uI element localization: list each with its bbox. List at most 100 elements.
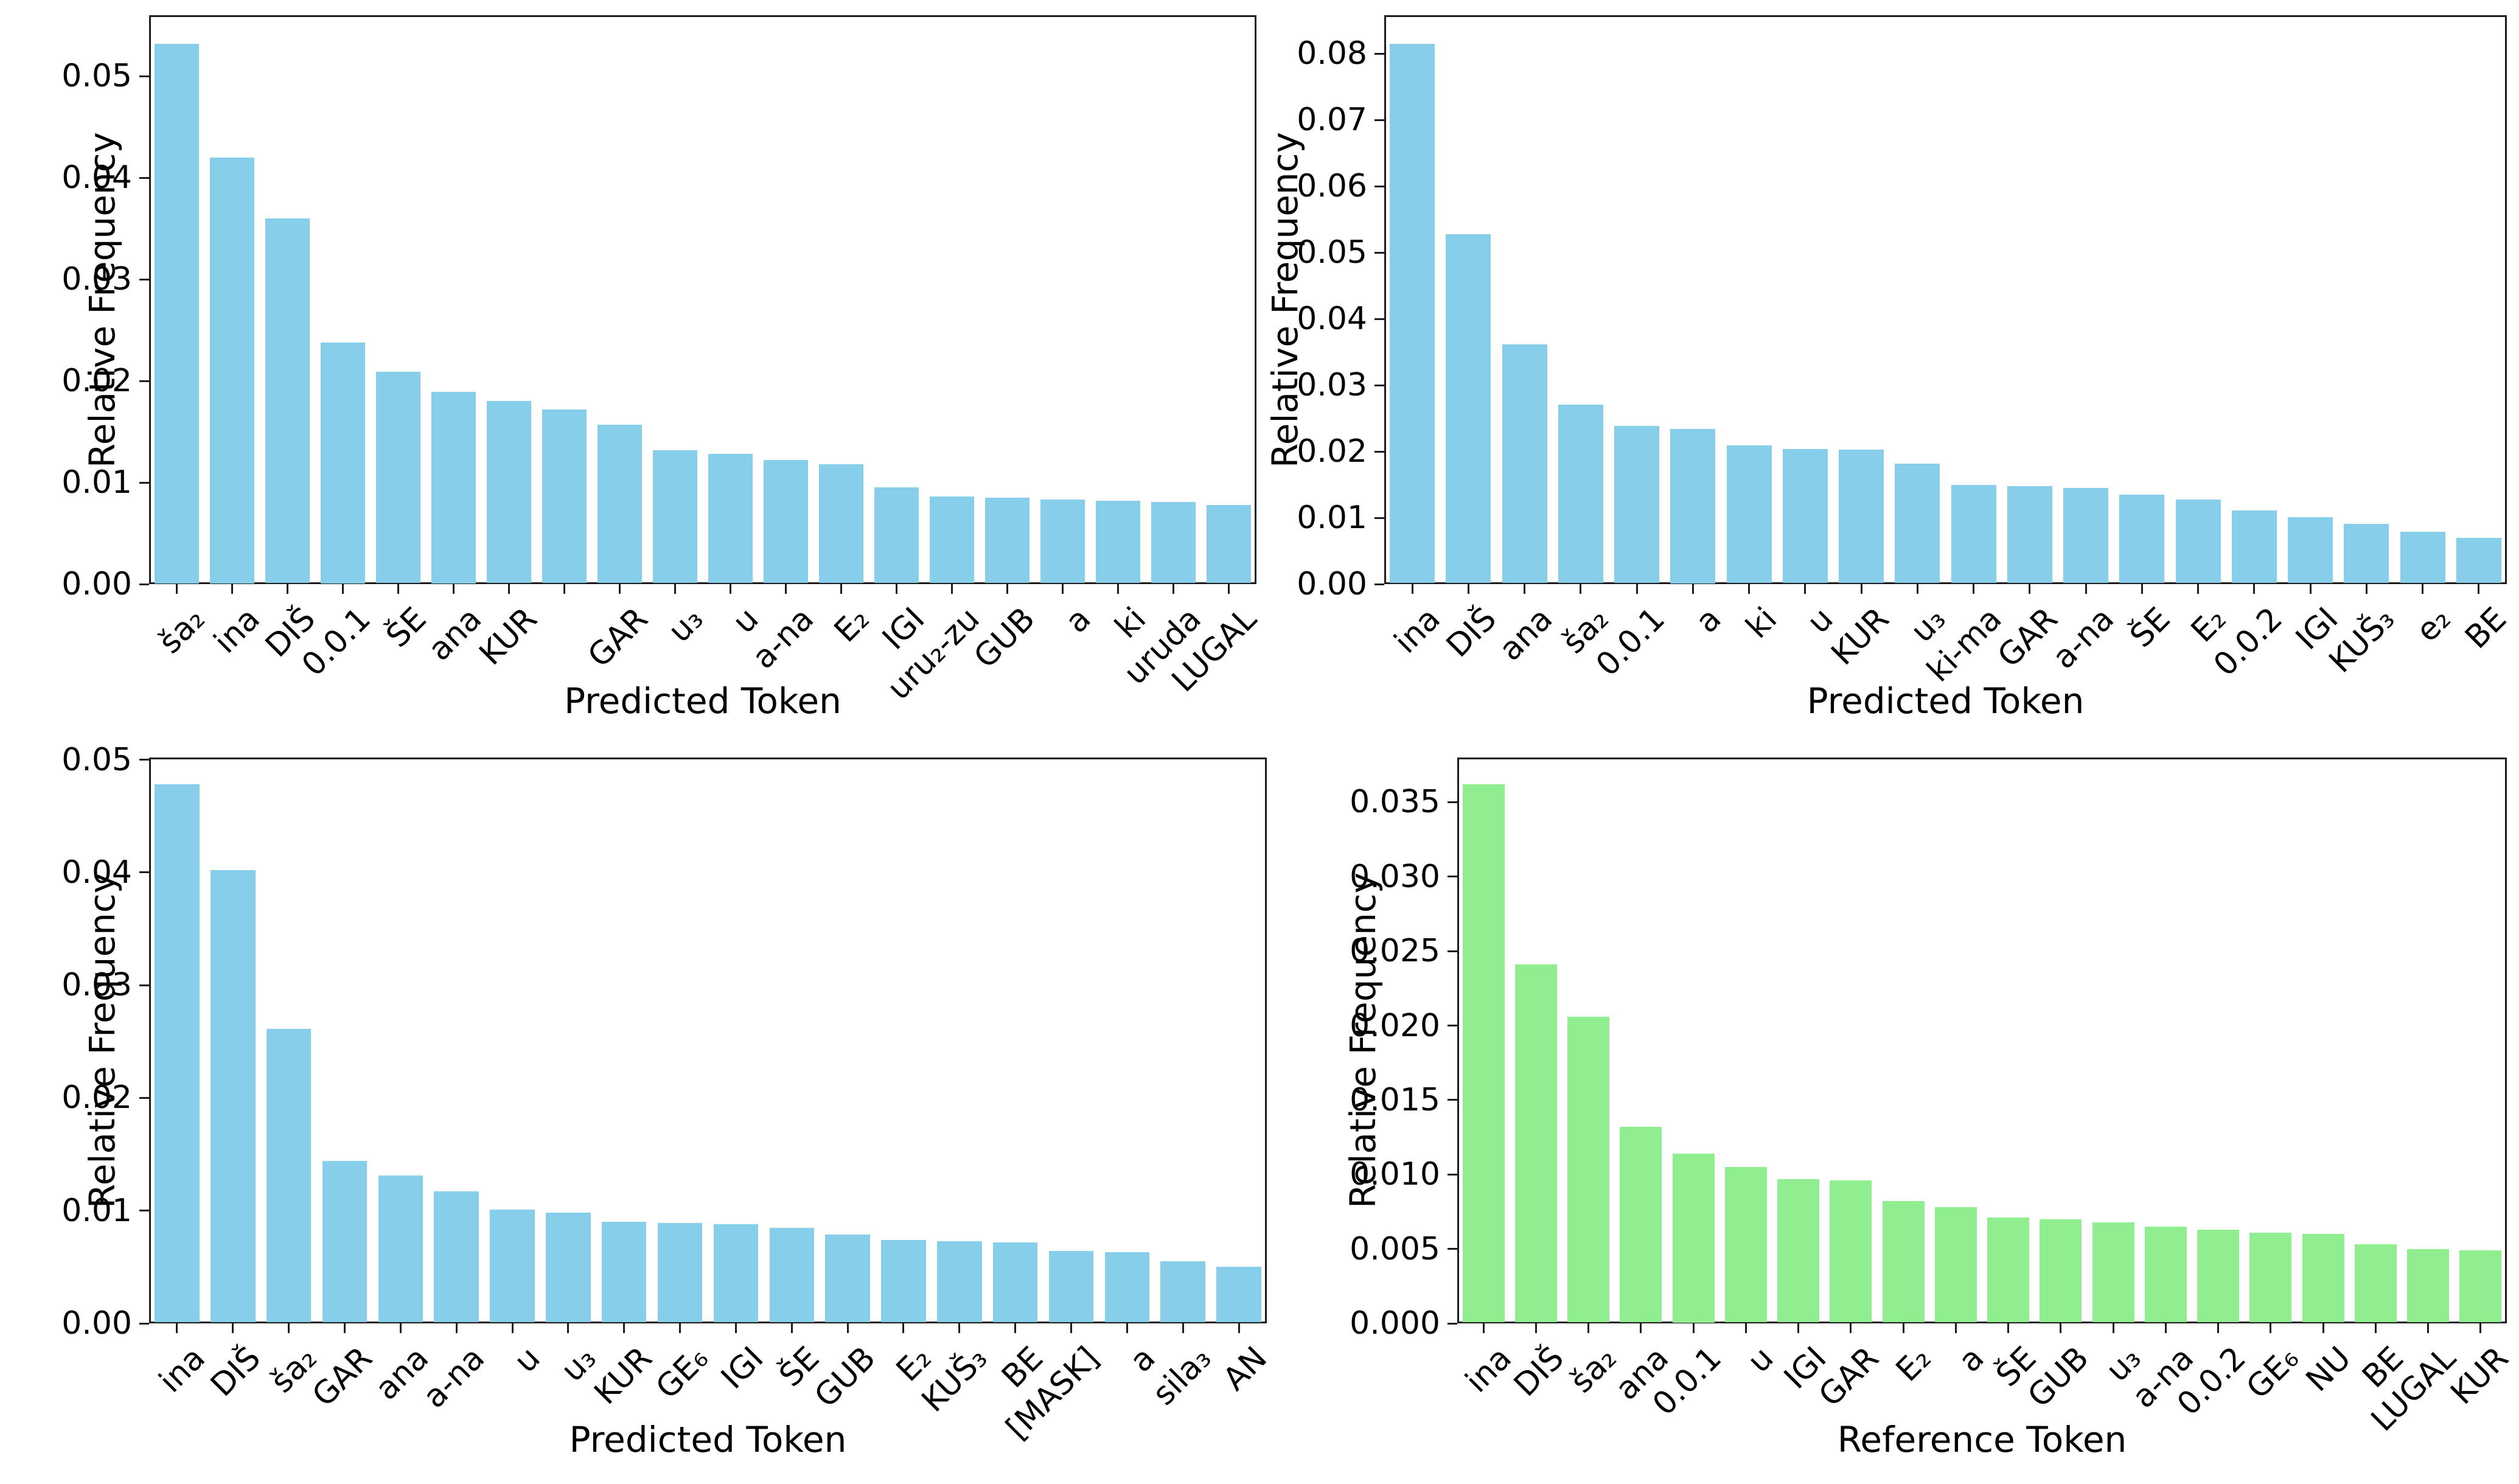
bar: [378, 1176, 423, 1323]
bar: [210, 157, 254, 583]
x-tick-label: sila₃: [1145, 1340, 1218, 1413]
x-tick-mark: [1182, 1323, 1184, 1333]
y-tick-label: 0.06: [1297, 168, 1367, 205]
bar: [2354, 1244, 2397, 1323]
x-tick-label: GAR: [305, 1340, 380, 1414]
x-tick-mark: [1850, 1323, 1852, 1333]
y-tick-mark: [1374, 251, 1384, 254]
y-tick-mark: [1374, 450, 1384, 453]
x-tick-label: GUB: [807, 1340, 883, 1415]
x-tick-mark: [1587, 1323, 1590, 1333]
bar: [825, 1234, 870, 1323]
bar: [874, 487, 919, 583]
y-tick-mark: [139, 278, 149, 280]
x-tick-label: ina: [1387, 601, 1448, 661]
bar: [2007, 486, 2052, 583]
bar: [431, 392, 476, 583]
x-tick-mark: [287, 584, 288, 594]
x-tick-mark: [1692, 584, 1694, 594]
x-tick-mark: [399, 1323, 402, 1333]
x-tick-mark: [2141, 584, 2143, 594]
bar: [1514, 964, 1557, 1323]
x-tick-label: DIŠ: [1507, 1340, 1571, 1404]
x-tick-mark: [623, 1323, 625, 1333]
x-tick-mark: [1535, 1323, 1537, 1333]
x-tick-mark: [1126, 1323, 1128, 1333]
bar: [2456, 537, 2501, 583]
bar: [713, 1224, 759, 1323]
y-tick-mark: [139, 481, 149, 484]
bar: [265, 218, 310, 583]
x-axis-label: Predicted Token: [569, 1419, 847, 1460]
x-tick-mark: [1902, 1323, 1904, 1333]
bar: [2231, 510, 2277, 583]
x-tick-mark: [1797, 1323, 1800, 1333]
bar: [546, 1213, 591, 1323]
bar: [1502, 344, 1547, 583]
x-tick-mark: [958, 1323, 961, 1333]
x-tick-mark: [902, 1323, 905, 1333]
x-tick-label: KUR: [472, 601, 545, 673]
y-tick-mark: [139, 759, 149, 761]
bar: [1207, 504, 1251, 583]
bar: [1987, 1218, 2030, 1323]
bar: [321, 342, 365, 583]
bar: [1726, 445, 1772, 583]
x-tick-mark: [2374, 1323, 2377, 1333]
bar: [2197, 1229, 2240, 1323]
y-tick-mark: [1374, 583, 1384, 585]
bar: [1096, 501, 1140, 583]
y-tick-label: 0.01: [61, 464, 132, 501]
y-tick-mark: [139, 1096, 149, 1099]
y-tick-label: 0.020: [1350, 1007, 1440, 1044]
y-tick-mark: [1448, 1025, 1457, 1027]
x-tick-mark: [734, 1323, 737, 1333]
x-tick-mark: [619, 584, 621, 594]
bar: [487, 401, 531, 583]
x-tick-label: GAR: [1811, 1340, 1886, 1414]
y-tick-mark: [139, 871, 149, 874]
bar: [881, 1239, 926, 1323]
x-tick-mark: [2197, 584, 2200, 594]
y-tick-label: 0.010: [1350, 1156, 1440, 1193]
x-tick-mark: [1482, 1323, 1485, 1333]
bar: [1567, 1016, 1610, 1323]
x-tick-mark: [1973, 584, 1975, 594]
bar: [2407, 1249, 2450, 1323]
x-tick-mark: [1238, 1323, 1240, 1333]
x-tick-mark: [397, 584, 399, 594]
y-tick-label: 0.03: [61, 967, 132, 1004]
bar: [1672, 1154, 1715, 1323]
x-tick-mark: [2253, 584, 2256, 594]
x-axis-label: Predicted Token: [1807, 680, 2085, 722]
x-tick-mark: [679, 1323, 681, 1333]
x-tick-label: u: [725, 601, 766, 641]
x-tick-mark: [176, 1323, 178, 1333]
bar: [1048, 1251, 1094, 1323]
bar: [322, 1161, 368, 1323]
bar: [2063, 487, 2109, 583]
x-tick-label: GUB: [967, 601, 1043, 676]
y-tick-label: 0.025: [1350, 933, 1440, 970]
bar: [376, 372, 420, 583]
x-tick-mark: [563, 584, 565, 594]
x-tick-label: GAR: [1990, 601, 2065, 675]
x-tick-mark: [342, 584, 344, 594]
x-tick-mark: [567, 1323, 570, 1333]
x-tick-label: AN: [1216, 1340, 1274, 1398]
x-tick-mark: [1062, 584, 1064, 594]
x-tick-label: a: [1123, 1340, 1162, 1380]
bar: [2344, 523, 2389, 583]
bar: [1104, 1252, 1150, 1323]
x-tick-mark: [2365, 584, 2367, 594]
y-tick-label: 0.015: [1350, 1081, 1440, 1118]
x-axis-label: Reference Token: [1837, 1419, 2127, 1460]
bar: [1390, 43, 1435, 583]
bar: [1782, 448, 1828, 583]
x-tick-label: u: [1800, 601, 1841, 641]
y-tick-mark: [1448, 1099, 1457, 1101]
x-tick-mark: [1467, 584, 1469, 594]
y-tick-label: 0.01: [61, 1192, 132, 1229]
x-tick-mark: [730, 584, 731, 594]
x-tick-mark: [1804, 584, 1807, 594]
